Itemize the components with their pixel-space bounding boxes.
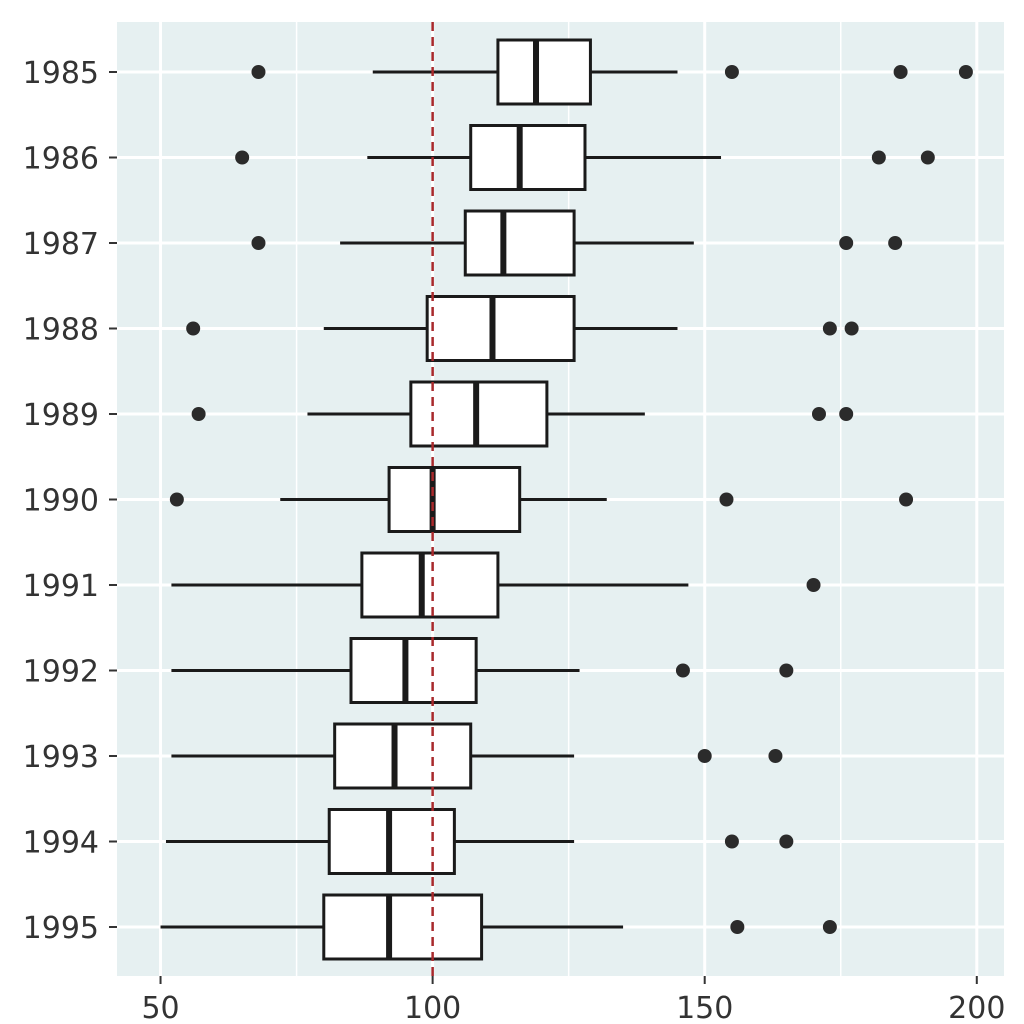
outlier-point bbox=[811, 407, 826, 421]
outlier-point bbox=[724, 65, 739, 79]
outlier-point bbox=[899, 492, 914, 507]
y-tick-label: 1986 bbox=[23, 142, 99, 177]
outlier-point bbox=[768, 749, 783, 763]
box-1986 bbox=[235, 124, 935, 191]
x-tick-label: 50 bbox=[141, 991, 179, 1024]
x-axis-labels: 50 100 150 200 bbox=[141, 976, 1005, 1024]
outlier-point bbox=[675, 663, 690, 678]
iqr-box bbox=[333, 722, 473, 790]
x-tick-label: 100 bbox=[404, 991, 461, 1024]
iqr-box bbox=[463, 209, 576, 277]
box-1988 bbox=[186, 295, 859, 362]
x-tick-label: 150 bbox=[676, 991, 733, 1024]
outlier-point bbox=[888, 236, 903, 250]
box-1987 bbox=[251, 209, 903, 277]
outlier-point bbox=[724, 834, 739, 849]
box-1993 bbox=[171, 722, 783, 790]
box-1995 bbox=[160, 893, 837, 961]
y-tick-label: 1991 bbox=[23, 569, 99, 604]
outlier-point bbox=[893, 65, 908, 79]
y-axis-labels: 1985 1986 1987 1988 1989 1990 1991 1992 1993 1994… bbox=[23, 56, 117, 946]
outlier-point bbox=[730, 920, 745, 934]
outlier-point bbox=[779, 663, 794, 678]
outlier-point bbox=[806, 578, 821, 592]
iqr-box bbox=[469, 124, 587, 191]
outlier-point bbox=[844, 321, 859, 336]
y-tick-label: 1987 bbox=[23, 227, 99, 262]
outlier-point bbox=[822, 920, 837, 934]
box-1991 bbox=[171, 551, 821, 619]
outlier-point bbox=[169, 492, 184, 507]
outlier-point bbox=[920, 150, 935, 165]
outlier-point bbox=[251, 236, 266, 250]
outlier-point bbox=[839, 407, 854, 421]
x-tick-label: 200 bbox=[948, 991, 1005, 1024]
outlier-point bbox=[251, 65, 266, 79]
y-tick-label: 1994 bbox=[23, 826, 99, 861]
iqr-box bbox=[360, 551, 500, 619]
outlier-point bbox=[822, 321, 837, 336]
outlier-point bbox=[191, 407, 206, 421]
y-tick-label: 1992 bbox=[23, 655, 99, 690]
y-tick-label: 1993 bbox=[23, 740, 99, 775]
box-1992 bbox=[171, 637, 794, 704]
box-1990 bbox=[169, 466, 914, 533]
y-tick-label: 1988 bbox=[23, 313, 99, 348]
outlier-point bbox=[871, 150, 886, 165]
outlier-point bbox=[719, 492, 734, 507]
outlier-point bbox=[958, 65, 973, 79]
iqr-box bbox=[349, 637, 478, 704]
iqr-box bbox=[496, 38, 592, 106]
outlier-point bbox=[839, 236, 854, 250]
y-tick-label: 1995 bbox=[23, 911, 99, 946]
box-1985 bbox=[251, 38, 973, 106]
outlier-point bbox=[235, 150, 250, 165]
outlier-point bbox=[779, 834, 794, 849]
iqr-box bbox=[322, 893, 484, 961]
y-tick-label: 1989 bbox=[23, 398, 99, 433]
y-tick-label: 1985 bbox=[23, 56, 99, 91]
iqr-box bbox=[387, 466, 522, 533]
outlier-point bbox=[186, 321, 201, 336]
outlier-point bbox=[697, 749, 712, 763]
iqr-box bbox=[425, 295, 576, 362]
y-tick-label: 1990 bbox=[23, 484, 99, 519]
